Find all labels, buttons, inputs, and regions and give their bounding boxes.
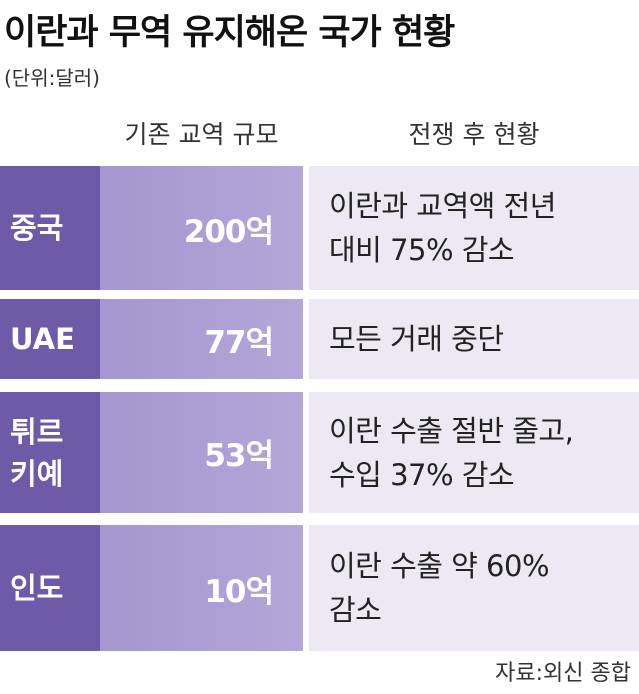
- status-cell: 이란 수출 절반 줄고, 수입 37% 감소: [309, 392, 639, 513]
- table-row: UAE 77억 모든 거래 중단: [0, 299, 639, 379]
- status-text: 대비 75% 감소: [329, 233, 515, 267]
- trade-cell: 200억: [100, 166, 303, 290]
- status-text: 모든 거래 중단: [329, 322, 504, 356]
- trade-cell: 77억: [100, 299, 303, 379]
- trade-value: 53억: [204, 438, 274, 474]
- title: 이란과 무역 유지해온 국가 현황: [4, 13, 455, 53]
- trade-cell: 53억: [100, 392, 303, 513]
- status-text: 이란과 교역액 전년: [329, 189, 556, 223]
- status-text: 이란 수출 절반 줄고,: [329, 413, 574, 448]
- country-name: 인도: [10, 571, 64, 605]
- column-header: 기존 교역 규모: [124, 120, 279, 149]
- country-name: 튀르: [10, 414, 64, 449]
- status-cell: 이란 수출 약 60% 감소: [309, 525, 639, 651]
- status-cell: 모든 거래 중단: [309, 299, 639, 379]
- status-text: 이란 수출 약 60%: [329, 549, 550, 583]
- country-cell: 중국: [0, 166, 100, 290]
- country-cell: UAE: [0, 299, 100, 379]
- status-text: 수입 37% 감소: [329, 457, 515, 492]
- country-name: UAE: [10, 322, 75, 356]
- country-name: 중국: [10, 211, 64, 245]
- country-cell: 인도: [0, 525, 100, 651]
- trade-value: 10억: [204, 573, 274, 610]
- column-header: 전쟁 후 현황: [408, 120, 540, 149]
- country-name: 키예: [10, 456, 64, 491]
- trade-cell: 10억: [100, 525, 303, 651]
- source: 자료:외신 종합: [495, 661, 631, 686]
- status-text: 감소: [329, 593, 382, 627]
- table-row: 인도 10억 이란 수출 약 60% 감소: [0, 525, 639, 651]
- trade-value: 200억: [183, 213, 274, 250]
- unit-note: (단위:달러): [4, 66, 100, 90]
- trade-value: 77억: [204, 324, 274, 361]
